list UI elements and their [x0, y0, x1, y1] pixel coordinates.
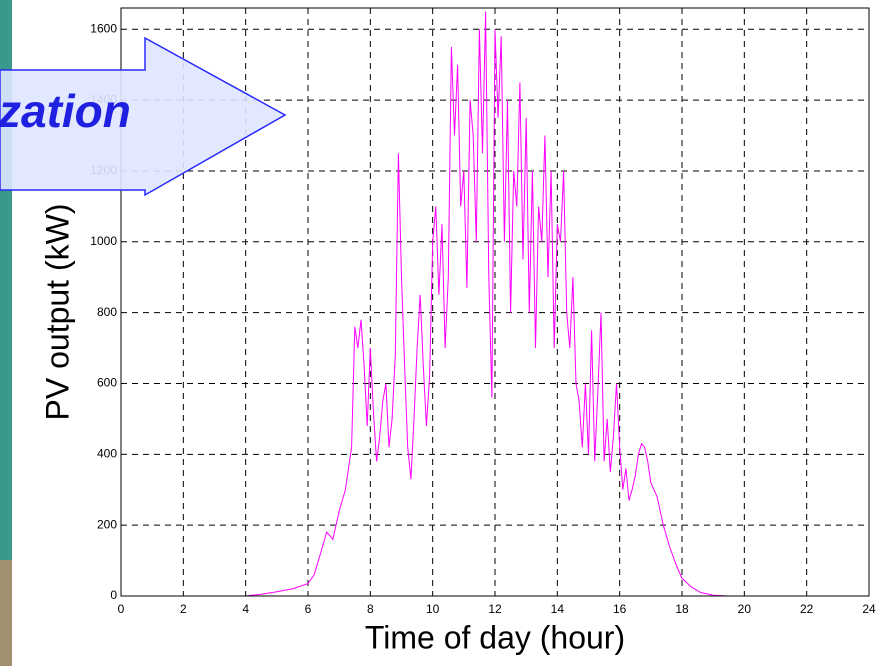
x-tick-label: 22	[800, 602, 814, 616]
y-tick-label: 800	[97, 305, 117, 319]
x-tick-label: 16	[613, 602, 627, 616]
y-tick-label: 1000	[90, 234, 117, 248]
x-tick-label: 6	[305, 602, 312, 616]
x-tick-label: 8	[367, 602, 374, 616]
x-axis-label: Time of day (hour)	[365, 619, 625, 655]
x-tick-label: 2	[180, 602, 187, 616]
y-tick-label: 200	[97, 517, 117, 531]
plot-frame	[120, 7, 870, 597]
plot: 0200400600800100012001400160002468101214…	[90, 7, 876, 616]
y-tick-label: 1600	[90, 21, 117, 35]
y-axis-label: PV output (kW)	[39, 204, 75, 421]
x-tick-label: 24	[862, 602, 876, 616]
side-image-bottom	[0, 560, 12, 666]
x-tick-label: 20	[738, 602, 752, 616]
x-tick-label: 14	[551, 602, 565, 616]
x-tick-label: 18	[675, 602, 689, 616]
data-line	[121, 11, 869, 597]
x-tick-label: 0	[118, 602, 125, 616]
y-tick-label: 0	[110, 588, 117, 602]
x-tick-label: 4	[242, 602, 249, 616]
y-tick-label: 400	[97, 446, 117, 460]
arrow-text: zation	[0, 85, 131, 137]
x-tick-label: 10	[426, 602, 440, 616]
y-tick-label: 600	[97, 376, 117, 390]
x-tick-label: 12	[488, 602, 502, 616]
arrow	[0, 36, 287, 197]
